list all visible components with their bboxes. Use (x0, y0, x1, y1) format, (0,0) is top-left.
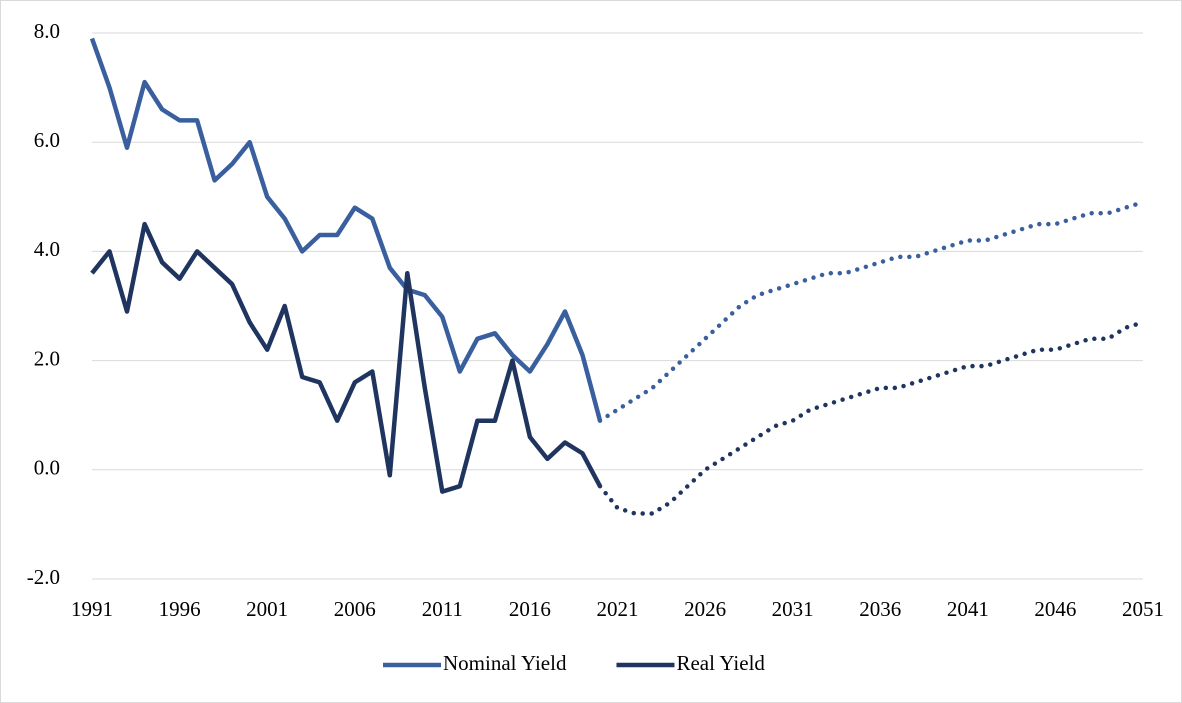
y-tick-label: 0.0 (34, 456, 60, 480)
line (90, 221, 602, 494)
x-tick-label: 1991 (71, 597, 113, 621)
x-tick-label: 2046 (1034, 597, 1076, 621)
x-tick-label: 2041 (947, 597, 989, 621)
y-tick-label: 4.0 (34, 237, 60, 261)
x-tick-label: 2016 (509, 597, 551, 621)
y-tick-label: 6.0 (34, 128, 60, 152)
x-tick-label: 1996 (159, 597, 201, 621)
x-tick-label: 2006 (334, 597, 376, 621)
legend-label: Real Yield (676, 651, 765, 675)
x-tick-label: 2031 (772, 597, 814, 621)
projection-line (597, 320, 1146, 516)
x-tick-label: 2021 (597, 597, 639, 621)
y-tick-label: 8.0 (34, 19, 60, 43)
x-tick-label: 2051 (1122, 597, 1164, 621)
x-tick-label: 2036 (859, 597, 901, 621)
line (89, 37, 603, 422)
x-tick-label: 2011 (422, 597, 463, 621)
legend-label: Nominal Yield (443, 651, 567, 675)
x-tick-label: 2026 (684, 597, 726, 621)
y-tick-label: 2.0 (34, 346, 60, 370)
y-tick-label: -2.0 (27, 565, 60, 589)
x-tick-label: 2001 (246, 597, 288, 621)
